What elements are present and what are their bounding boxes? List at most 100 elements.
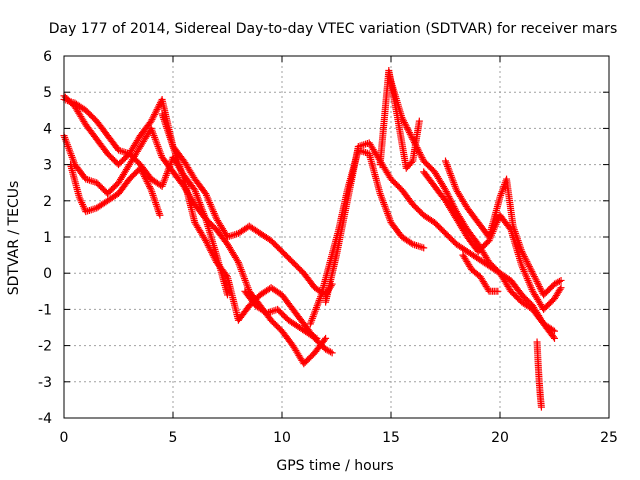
data-point	[555, 277, 563, 285]
data-point	[403, 124, 411, 132]
data-point	[407, 158, 415, 166]
data-point	[418, 243, 426, 251]
data-point	[211, 255, 219, 263]
data-point	[210, 253, 218, 261]
data-point	[203, 238, 211, 246]
data-point	[531, 274, 539, 282]
data-point	[444, 191, 452, 199]
data-point	[268, 307, 276, 315]
x-tick-label: 0	[60, 430, 69, 446]
y-axis-label: SDTVAR / TECUs	[6, 181, 22, 296]
data-point	[549, 333, 557, 341]
series-track-3	[60, 92, 231, 299]
data-point	[141, 174, 149, 182]
data-point	[362, 149, 370, 157]
data-point	[405, 129, 413, 137]
data-point	[447, 198, 455, 206]
data-point	[415, 117, 423, 125]
data-point	[398, 114, 406, 122]
y-tick-label: 4	[43, 121, 52, 137]
data-point	[524, 259, 532, 267]
data-point	[152, 107, 160, 115]
data-point	[401, 120, 409, 128]
y-tick-label: 1	[43, 230, 52, 246]
data-point	[203, 240, 211, 248]
data-point	[153, 105, 161, 113]
x-tick-label: 15	[382, 430, 400, 446]
data-point	[327, 348, 335, 356]
data-point	[518, 247, 526, 255]
data-point	[205, 243, 213, 251]
data-point	[410, 137, 418, 145]
data-point	[208, 250, 216, 258]
data-point	[551, 334, 558, 342]
data-point	[136, 164, 144, 172]
y-tick-label: -3	[38, 375, 52, 391]
data-point	[414, 145, 422, 153]
series-track-12	[442, 157, 565, 299]
data-point	[146, 184, 154, 192]
axis-ticks: 0 5 10 15 20 25 -4 -3 -2 -1 0 1 2 3 4 5 6	[38, 49, 618, 446]
x-tick-label: 5	[169, 430, 178, 446]
data-point	[416, 149, 424, 157]
series-track-14	[533, 338, 545, 411]
data-point	[87, 177, 95, 185]
data-point	[140, 173, 148, 181]
data-point	[142, 176, 150, 184]
data-point	[557, 276, 565, 284]
data-point	[525, 263, 533, 271]
data-point	[328, 349, 336, 357]
data-point	[537, 286, 545, 294]
data-point	[535, 283, 543, 291]
y-tick-label: -4	[38, 411, 52, 427]
data-point	[416, 150, 424, 158]
data-point	[530, 273, 538, 281]
data-point	[554, 278, 562, 286]
series-track-5	[158, 110, 336, 357]
y-tick-label: 3	[43, 158, 52, 174]
data-point	[448, 199, 456, 207]
series-track-13	[459, 251, 502, 295]
data-point	[145, 181, 153, 189]
x-tick-label: 20	[491, 430, 509, 446]
chart-title: Day 177 of 2014, Sidereal Day-to-day VTE…	[49, 21, 617, 37]
data-point	[155, 102, 163, 110]
data-point	[519, 251, 527, 259]
series-track-6	[241, 287, 321, 342]
data-point	[322, 334, 330, 342]
data-point	[313, 334, 321, 342]
data-point	[420, 244, 428, 252]
data-point	[321, 336, 329, 344]
data-point	[417, 152, 425, 160]
data-point	[494, 287, 502, 295]
data-point	[233, 257, 241, 265]
data-point	[528, 268, 536, 276]
x-tick-label: 10	[273, 430, 291, 446]
y-tick-label: 0	[43, 266, 52, 282]
data-point	[533, 278, 541, 286]
data-point	[360, 141, 368, 149]
data-point	[526, 264, 534, 272]
data-point	[536, 284, 544, 292]
data-point	[399, 115, 407, 123]
data-point	[229, 231, 237, 239]
y-tick-label: 2	[43, 194, 52, 210]
data-point	[149, 114, 157, 122]
data-point	[406, 130, 414, 138]
data-point	[519, 249, 527, 257]
data-point	[412, 142, 420, 150]
data-point	[146, 183, 154, 191]
data-point	[415, 147, 423, 155]
y-tick-label: -2	[38, 339, 52, 355]
data-point	[525, 261, 533, 269]
series-track-2	[60, 124, 330, 368]
data-point	[535, 281, 543, 289]
data-point	[408, 134, 416, 142]
data-point	[358, 141, 366, 149]
series-track-11	[420, 168, 565, 313]
series-track-10	[385, 70, 558, 342]
data-point	[138, 168, 146, 176]
data-point	[206, 245, 214, 253]
data-point	[521, 254, 529, 262]
